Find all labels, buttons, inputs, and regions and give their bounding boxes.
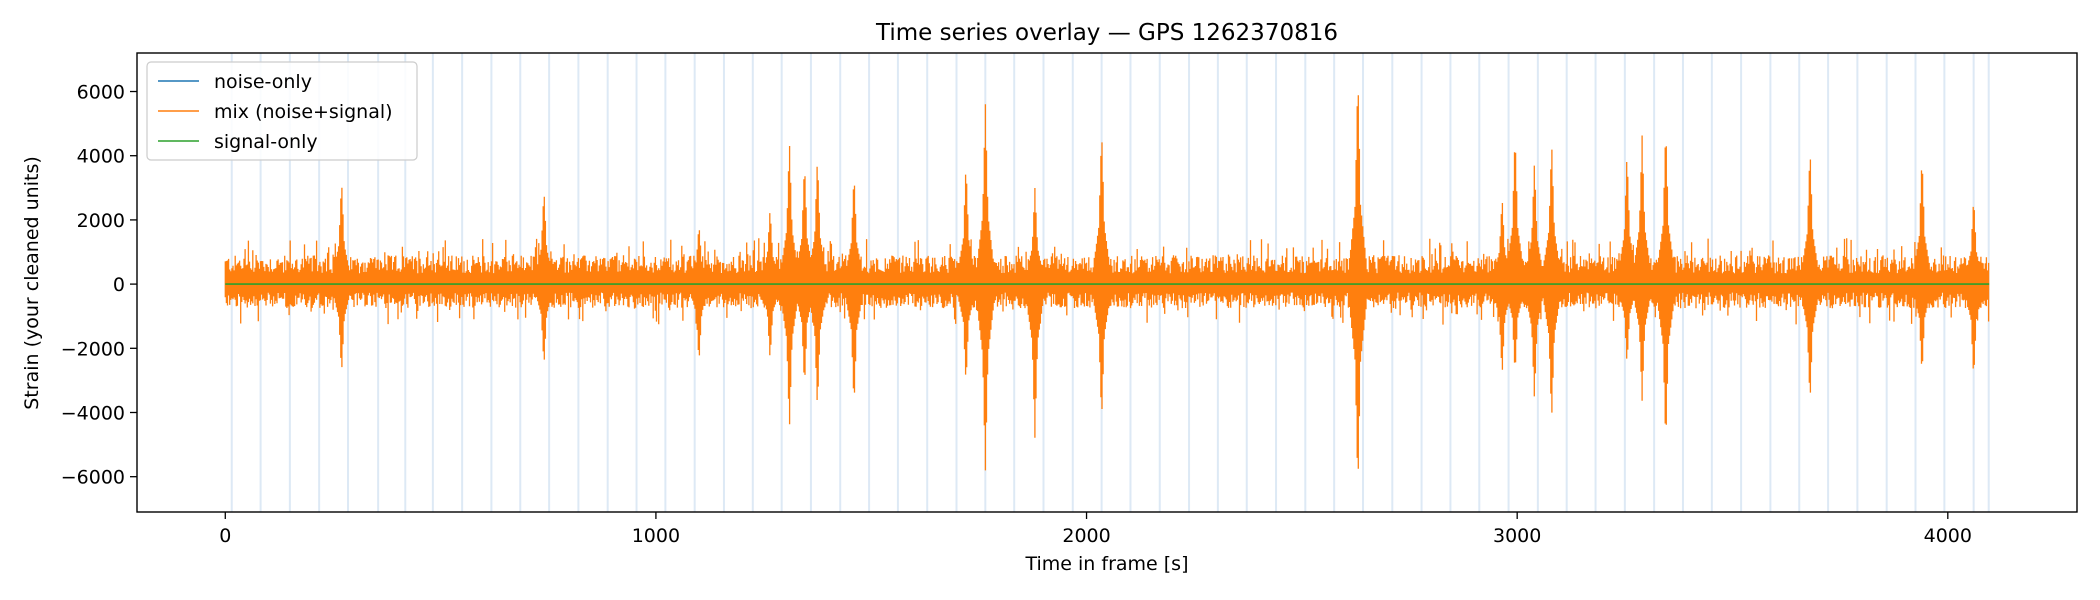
y-axis-label: Strain (your cleaned units) <box>21 156 43 410</box>
x-tick-label: 0 <box>219 525 231 547</box>
y-axis-ticks: −6000 −4000 −2000 0 2000 4000 6000 <box>61 82 137 489</box>
legend-box <box>146 61 418 161</box>
y-tick-label: 4000 <box>77 146 125 168</box>
y-tick-label: 0 <box>113 274 125 296</box>
legend-label-mix: mix (noise+signal) <box>214 101 393 123</box>
x-tick-label: 3000 <box>1493 525 1541 547</box>
y-tick-label: −6000 <box>61 467 125 489</box>
plot-frame <box>136 52 2078 513</box>
legend: noise-only mix (noise+signal) signal-onl… <box>146 61 418 161</box>
y-tick-label: 2000 <box>77 210 125 232</box>
x-axis-ticks: 0 1000 2000 3000 4000 <box>219 512 1972 547</box>
legend-label-noise-only: noise-only <box>214 71 312 93</box>
x-tick-label: 1000 <box>632 525 680 547</box>
x-tick-label: 4000 <box>1924 525 1972 547</box>
legend-label-signal-only: signal-only <box>214 131 318 153</box>
y-tick-label: −2000 <box>61 338 125 360</box>
x-axis-label: Time in frame [s] <box>1024 553 1188 575</box>
y-tick-label: 6000 <box>77 82 125 104</box>
y-tick-label: −4000 <box>61 402 125 424</box>
x-tick-label: 2000 <box>1062 525 1110 547</box>
chart-title: Time series overlay — GPS 1262370816 <box>875 20 1338 46</box>
